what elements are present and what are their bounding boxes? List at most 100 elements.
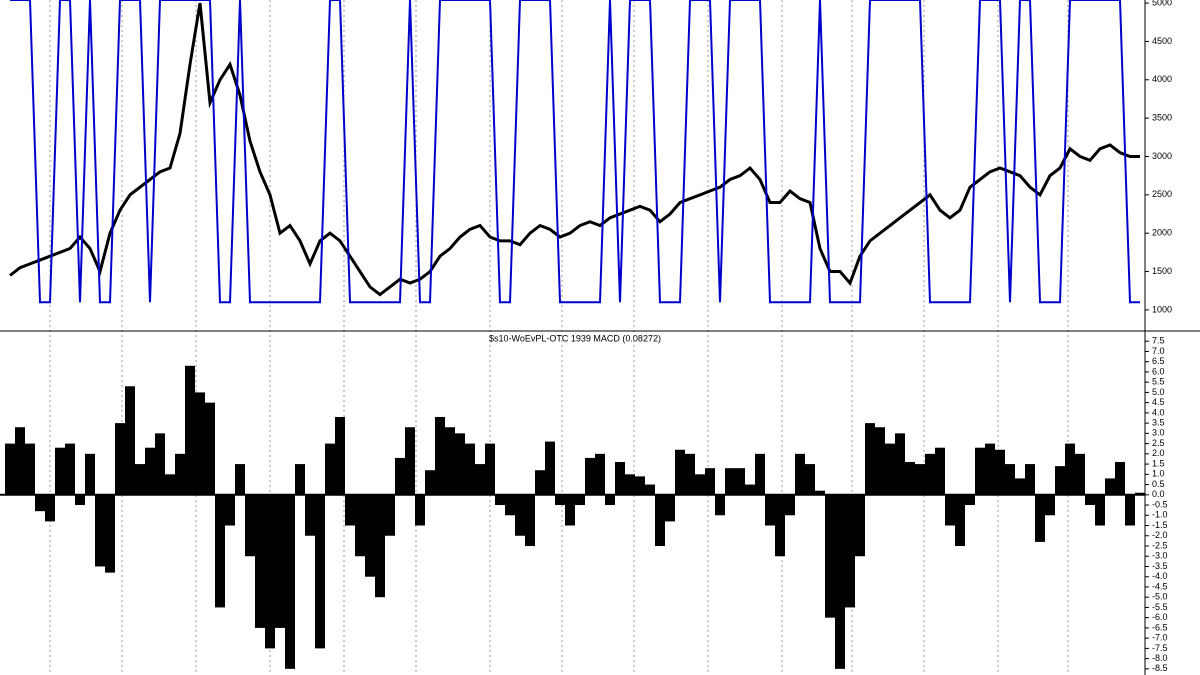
bar (935, 447, 945, 495)
bar (575, 494, 585, 506)
y-tick-label: -3.0 (1152, 551, 1168, 561)
bar (145, 447, 155, 495)
bar (675, 449, 685, 495)
y-tick-label: -5.0 (1152, 592, 1168, 602)
bar (1065, 443, 1075, 495)
bar (185, 365, 195, 495)
y-tick-label: -4.5 (1152, 581, 1168, 591)
y-tick-label: 3000 (1152, 151, 1172, 161)
bar (535, 470, 545, 495)
bar (785, 494, 795, 516)
y-tick-label: -2.5 (1152, 540, 1168, 550)
y-tick-label: 1000 (1152, 304, 1172, 314)
bar (365, 494, 375, 577)
bar (85, 453, 95, 495)
y-tick-label: -8.5 (1152, 663, 1168, 673)
bar (565, 494, 575, 526)
bar (625, 474, 635, 495)
bar (215, 494, 225, 608)
bar (425, 470, 435, 495)
y-tick-label: 1.0 (1152, 469, 1165, 479)
bar (735, 468, 745, 495)
bar (335, 416, 345, 495)
bar (1055, 466, 1065, 495)
bar (75, 494, 85, 506)
bar (585, 457, 595, 495)
bar (1125, 494, 1135, 526)
bar (125, 386, 135, 495)
y-tick-label: 2.5 (1152, 438, 1165, 448)
price-panel (9, 0, 1140, 304)
bar (165, 474, 175, 495)
bar (1025, 464, 1035, 495)
y-tick-label: 1500 (1152, 266, 1172, 276)
bar (1105, 478, 1115, 495)
bar (205, 402, 215, 495)
bar (65, 443, 75, 495)
bar (1135, 492, 1145, 495)
bar (1085, 494, 1095, 506)
bar (1045, 494, 1055, 516)
bar (275, 494, 285, 628)
bar (965, 494, 975, 506)
bar (525, 494, 535, 546)
bar (825, 494, 835, 618)
macd-panel (0, 365, 1145, 669)
line (9, 2, 1140, 297)
bar (815, 490, 825, 495)
bar (995, 449, 1005, 495)
bar (795, 453, 805, 495)
y-tick-label: 1.5 (1152, 458, 1165, 468)
y-tick-label: 3.0 (1152, 428, 1165, 438)
bar (435, 416, 445, 495)
bar (315, 494, 325, 649)
bar (635, 476, 645, 495)
bar (755, 453, 765, 495)
y-tick-label: -8.0 (1152, 653, 1168, 663)
bar (35, 494, 45, 512)
y-tick-label: -3.5 (1152, 561, 1168, 571)
bar (955, 494, 965, 546)
bar (555, 494, 565, 506)
y-tick-label: 3500 (1152, 113, 1172, 123)
bar (25, 443, 35, 495)
bar (415, 494, 425, 526)
bar (905, 462, 915, 495)
bar (985, 443, 995, 495)
bar (345, 494, 355, 526)
y-tick-label: 7.5 (1152, 336, 1165, 346)
bar (1075, 453, 1085, 495)
bar (45, 494, 55, 522)
bar (705, 468, 715, 495)
y-tick-label: 5000 (1152, 0, 1172, 7)
bar (385, 494, 395, 536)
bar (255, 494, 265, 628)
bar (665, 494, 675, 522)
line (10, 0, 1140, 304)
bar (375, 494, 385, 598)
bar (155, 433, 165, 495)
bar (15, 427, 25, 495)
bar (515, 494, 525, 536)
bar (885, 443, 895, 495)
bar (445, 427, 455, 495)
y-tick-label: 4.0 (1152, 407, 1165, 417)
bar (595, 453, 605, 495)
y-tick-label: -2.0 (1152, 530, 1168, 540)
panel-title: $s10-WoEvPL-OTC 1939 MACD (0.08272) (489, 333, 661, 343)
y-tick-label: 2000 (1152, 228, 1172, 238)
bar (725, 468, 735, 495)
bar (1015, 478, 1025, 495)
bar (645, 484, 655, 495)
bar (135, 464, 145, 495)
y-tick-label: -1.5 (1152, 520, 1168, 530)
y-tick-label: 3.5 (1152, 418, 1165, 428)
bar (465, 443, 475, 495)
y-tick-label: -6.0 (1152, 612, 1168, 622)
y-tick-label: -4.0 (1152, 571, 1168, 581)
y-tick-label: 5.0 (1152, 387, 1165, 397)
bar (1115, 462, 1125, 495)
bar (395, 457, 405, 495)
y-tick-label: -1.0 (1152, 510, 1168, 520)
